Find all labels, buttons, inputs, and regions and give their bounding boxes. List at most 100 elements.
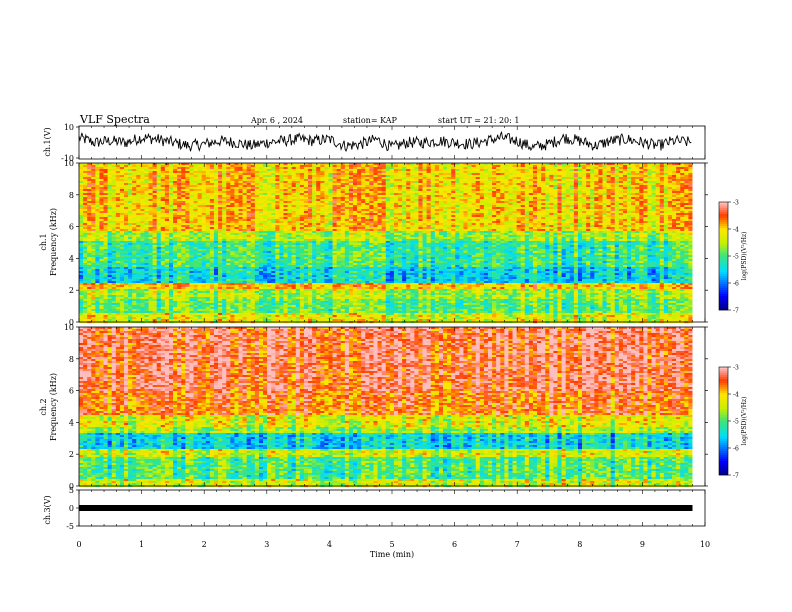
spectrogram-cell (684, 199, 688, 201)
spectrogram-cell (288, 197, 292, 199)
spectrogram-cell (615, 215, 619, 217)
spectrogram-cell (194, 177, 198, 179)
spectrogram-cell (149, 185, 153, 187)
spectrogram-cell (496, 195, 500, 197)
spectrogram-cell (296, 189, 300, 191)
spectrogram-cell (173, 229, 177, 231)
spectrogram-cell (513, 227, 517, 229)
spectrogram-cell (541, 213, 545, 215)
spectrogram-cell (128, 165, 132, 167)
spectrogram-cell (194, 199, 198, 201)
spectrogram-cell (607, 197, 611, 199)
spectrogram-cell (558, 197, 562, 199)
spectrogram-cell (316, 197, 320, 199)
spectrogram-cell (312, 165, 316, 167)
spectrogram-cell (386, 181, 390, 183)
spectrogram-cell (418, 223, 422, 225)
spectrogram-cell (525, 173, 529, 175)
spectrogram-cell (488, 199, 492, 201)
spectrogram-cell (328, 205, 332, 207)
spectrogram-cell (468, 221, 472, 223)
spectrogram-cell (181, 189, 185, 191)
spectrogram-cell (402, 165, 406, 167)
spectrogram-cell (288, 221, 292, 223)
spectrogram-cell (181, 193, 185, 195)
spectrogram-cell (239, 189, 243, 191)
spectrogram-cell (259, 193, 263, 195)
spectrogram-cell (116, 205, 120, 207)
spectrogram-cell (451, 223, 455, 225)
spectrogram-cell (496, 219, 500, 221)
spectrogram-cell (255, 215, 259, 217)
spectrogram-cell (410, 203, 414, 205)
spectrogram-cell (402, 187, 406, 189)
spectrogram-cell (194, 209, 198, 211)
spectrogram-cell (304, 219, 308, 221)
spectrogram-cell (116, 165, 120, 167)
spectrogram-cell (406, 215, 410, 217)
spectrogram-cell (443, 177, 447, 179)
spectrogram-cell (222, 165, 226, 167)
spectrogram-cell (668, 179, 672, 181)
spectrogram-cell (333, 219, 337, 221)
spectrogram-cell (369, 167, 373, 169)
spectrogram-cell (206, 169, 210, 171)
spectrogram-cell (161, 169, 165, 171)
spectrogram-cell (181, 205, 185, 207)
spectrogram-cell (214, 165, 218, 167)
spectrogram-cell (598, 177, 602, 179)
spectrogram-cell (656, 187, 660, 189)
spectrogram-cell (668, 167, 672, 169)
spectrogram-cell (672, 165, 676, 167)
spectrogram-cell (427, 177, 431, 179)
spectrogram-cell (300, 195, 304, 197)
spectrogram-cell (562, 219, 566, 221)
spectrogram-cell (378, 191, 382, 193)
spectrogram-cell (91, 207, 95, 209)
spectrogram-cell (504, 177, 508, 179)
spectrogram-cell (292, 207, 296, 209)
spectrogram-cell (214, 215, 218, 217)
spectrogram-cell (414, 223, 418, 225)
spectrogram-cell (79, 199, 83, 201)
spectrogram-cell (627, 211, 631, 213)
spectrogram-cell (647, 197, 651, 199)
spectrogram-cell (418, 191, 422, 193)
spectrogram-cell (349, 193, 353, 195)
spectrogram-cell (680, 205, 684, 207)
spectrogram-cell (218, 209, 222, 211)
spectrogram-cell (357, 219, 361, 221)
spectrogram-cell (582, 223, 586, 225)
spectrogram-cell (239, 179, 243, 181)
spectrogram-cell (333, 169, 337, 171)
spectrogram-cell (144, 201, 148, 203)
spectrogram-cell (639, 201, 643, 203)
spectrogram-cell (558, 189, 562, 191)
spectrogram-cell (128, 213, 132, 215)
spectrogram-cell (492, 175, 496, 177)
spectrogram-cell (562, 211, 566, 213)
spectrogram-cell (660, 201, 664, 203)
spectrogram-cell (267, 173, 271, 175)
spectrogram-cell (611, 173, 615, 175)
spectrogram-cell (615, 191, 619, 193)
spectrogram-cell (394, 167, 398, 169)
spectrogram-cell (108, 225, 112, 227)
spectrogram-cell (414, 217, 418, 219)
spectrogram-cell (635, 181, 639, 183)
spectrogram-cell (431, 173, 435, 175)
spectrogram-cell (496, 215, 500, 217)
spectrogram-cell (320, 181, 324, 183)
spectrogram-cell (239, 217, 243, 219)
spectrogram-cell (533, 193, 537, 195)
spectrogram-cell (365, 179, 369, 181)
spectrogram-cell (664, 193, 668, 195)
spectrogram-cell (124, 205, 128, 207)
spectrogram-cell (365, 217, 369, 219)
spectrogram-cell (574, 171, 578, 173)
spectrogram-cell (194, 185, 198, 187)
spectrogram-cell (357, 209, 361, 211)
spectrogram-cell (95, 197, 99, 199)
spectrogram-cell (394, 171, 398, 173)
spectrogram-cell (341, 203, 345, 205)
